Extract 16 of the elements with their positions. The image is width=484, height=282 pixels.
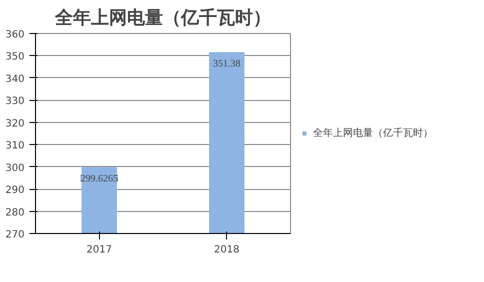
x-tick-label: 2017	[86, 244, 112, 256]
y-tick-label: 360	[5, 30, 25, 40]
y-tick-label: 270	[5, 230, 25, 240]
y-tick-label: 290	[5, 185, 25, 196]
y-tick-label: 320	[5, 118, 25, 130]
legend-label: 全年上网电量（亿千瓦时）	[313, 126, 433, 140]
y-tick-label: 280	[5, 207, 25, 218]
y-tick-label: 340	[5, 74, 25, 85]
y-tick-label: 300	[5, 162, 25, 174]
x-tick-label: 2018	[214, 244, 240, 256]
y-tick-label: 350	[5, 52, 25, 63]
y-tick-label: 330	[5, 96, 25, 108]
data-label: 299.6265	[80, 174, 118, 185]
chart-title: 全年上网电量（亿千瓦时）	[54, 8, 271, 28]
data-label: 351.38	[213, 58, 240, 70]
y-tick-label: 310	[5, 140, 25, 152]
